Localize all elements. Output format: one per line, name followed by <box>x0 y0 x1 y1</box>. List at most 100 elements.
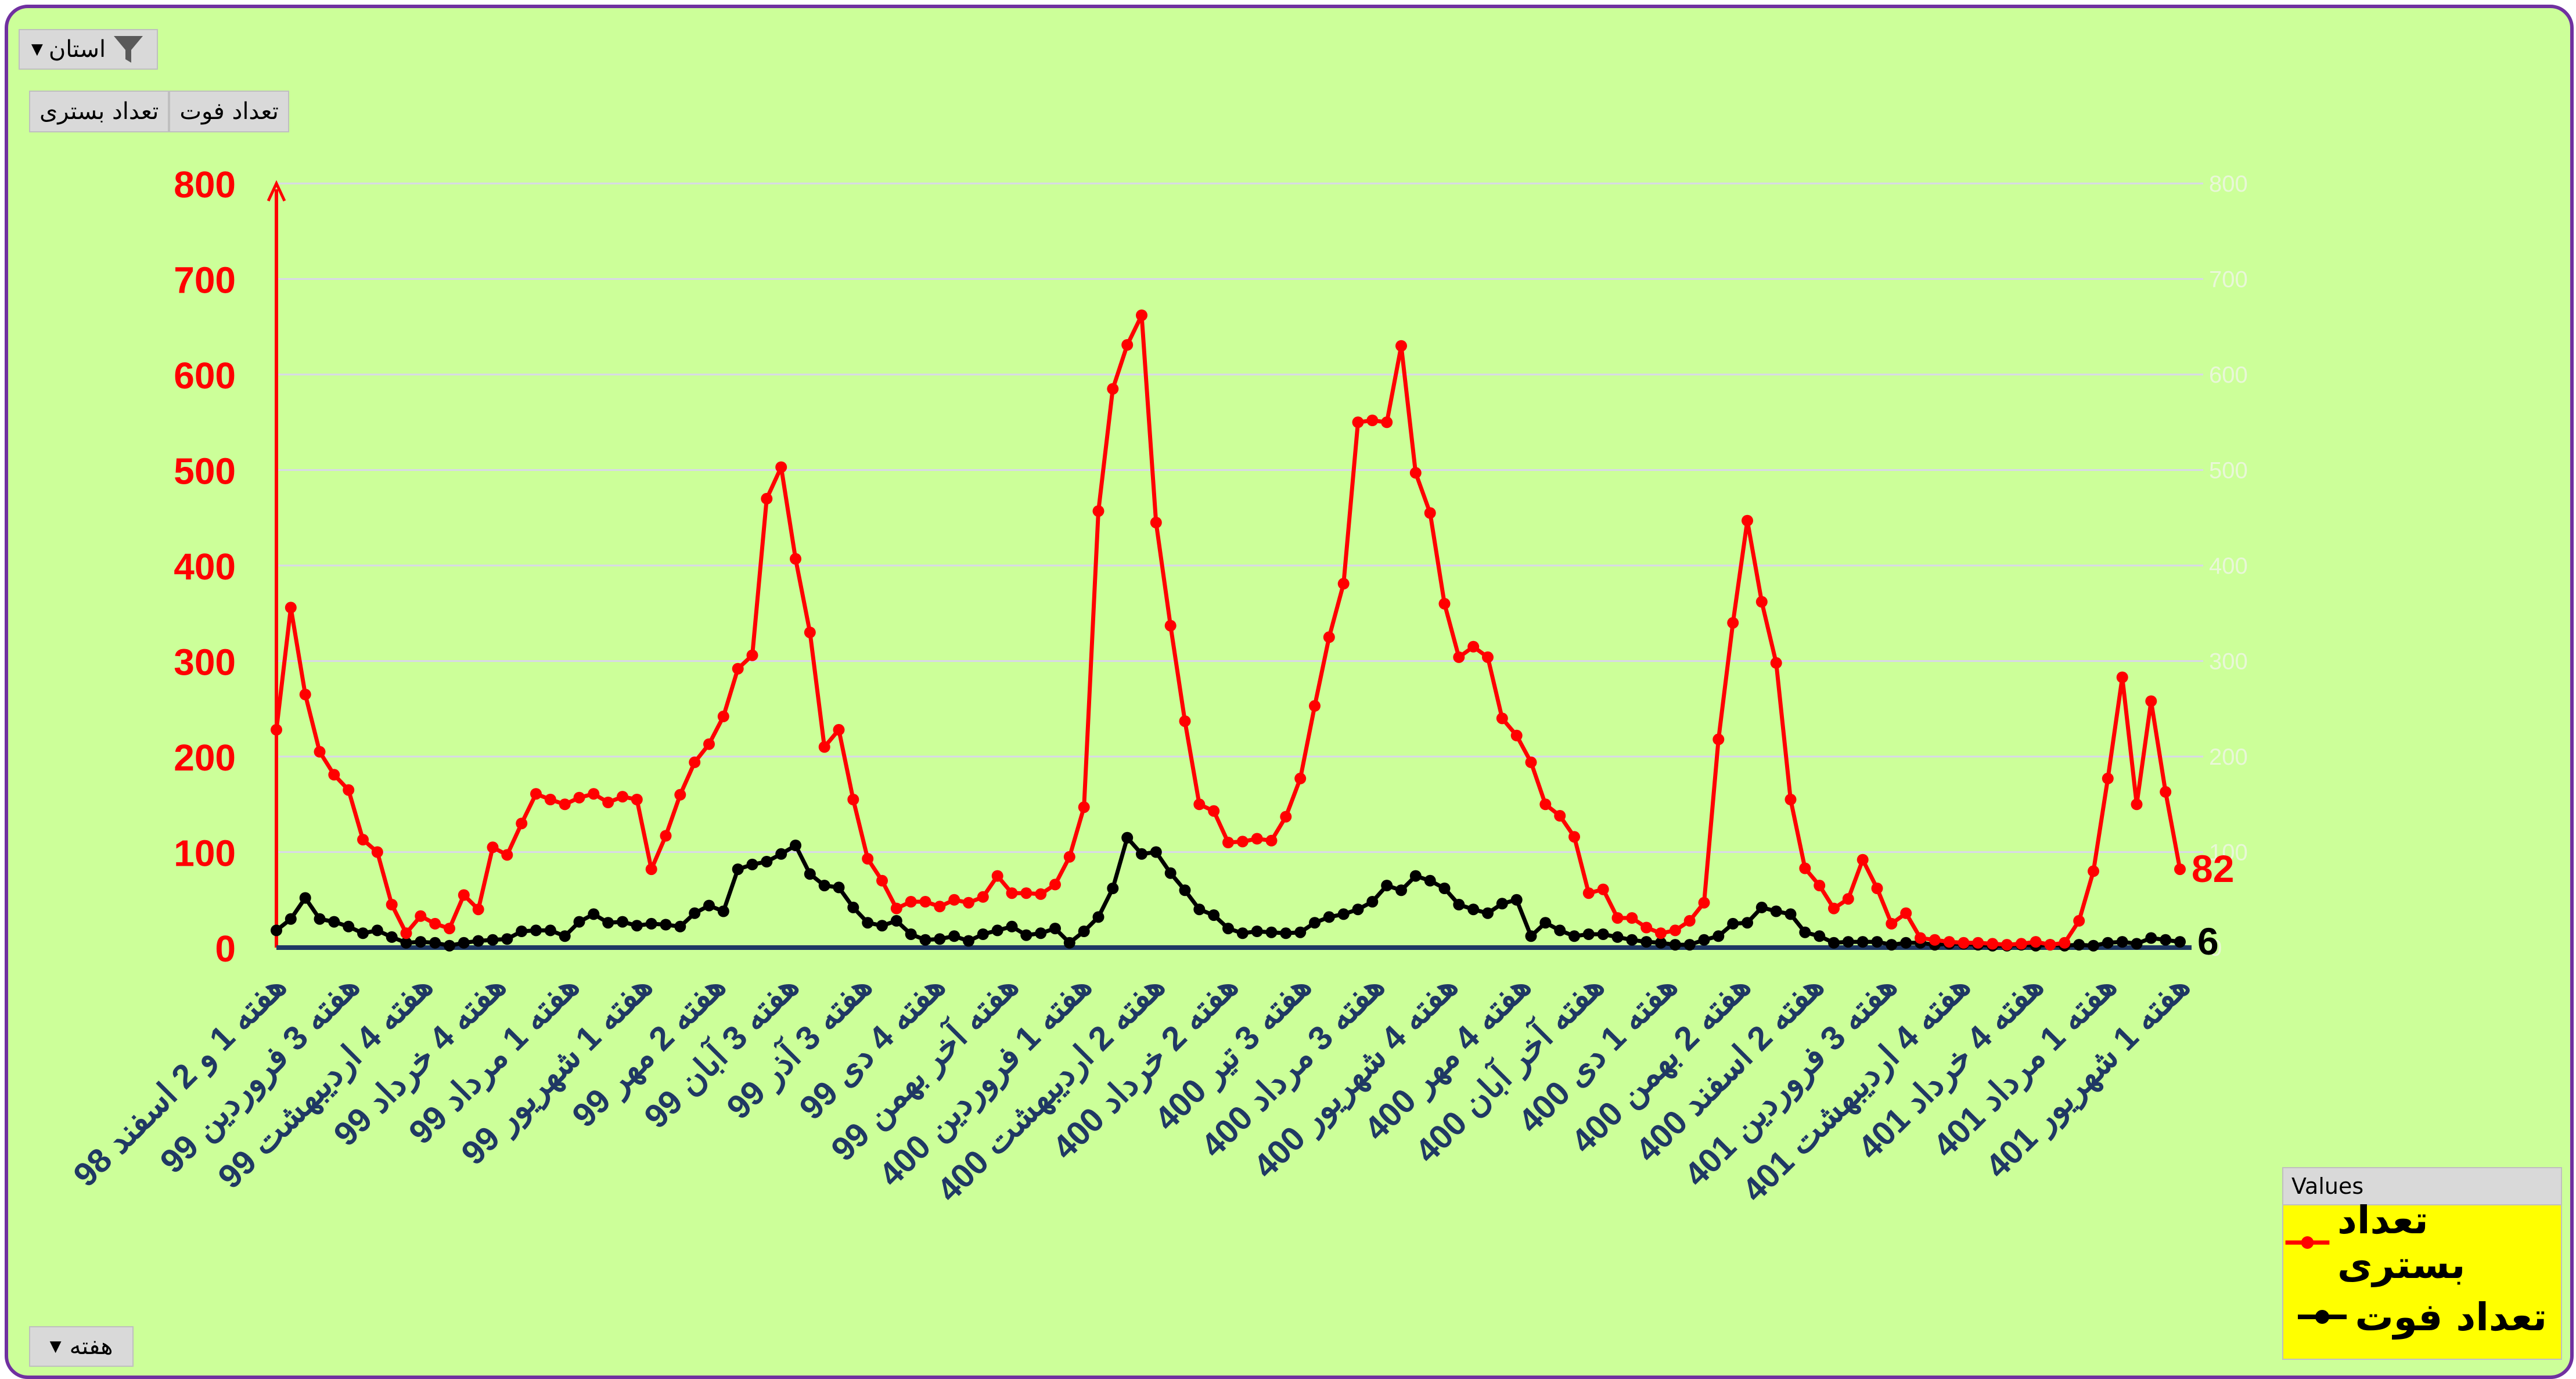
end-labels: 82 6 <box>2192 847 2234 963</box>
data-point <box>1554 810 1566 822</box>
data-point <box>991 870 1003 882</box>
legend-marker-hospitalized <box>2285 1236 2330 1249</box>
data-point <box>444 939 455 952</box>
data-point <box>2131 938 2143 950</box>
data-point <box>1078 801 1090 813</box>
data-point <box>1309 917 1321 929</box>
data-point <box>1366 896 1379 908</box>
data-point <box>1294 926 1307 938</box>
data-point <box>1193 903 1206 916</box>
data-point <box>1755 596 1768 608</box>
data-point <box>1785 794 1797 805</box>
data-point <box>934 933 946 945</box>
data-point <box>1164 867 1177 879</box>
data-point <box>444 923 455 935</box>
data-point <box>1136 848 1147 860</box>
data-point <box>472 903 484 916</box>
data-point <box>645 863 657 876</box>
data-point <box>977 928 989 940</box>
data-point <box>1453 899 1465 910</box>
data-point <box>1727 617 1739 629</box>
secondary-y-tick-label: 600 <box>2209 362 2248 388</box>
data-point <box>905 896 917 908</box>
data-point <box>732 863 744 876</box>
data-point <box>1049 923 1061 935</box>
data-point <box>1510 894 1523 906</box>
data-point <box>1107 383 1119 395</box>
data-point <box>1871 883 1883 894</box>
data-point <box>357 834 369 846</box>
data-point <box>761 492 773 505</box>
field-button-hospitalized[interactable]: تعداد بستری <box>29 91 170 132</box>
data-point <box>271 723 282 736</box>
data-point <box>1251 926 1263 937</box>
data-point <box>1121 339 1134 351</box>
data-point <box>1179 884 1191 896</box>
data-point <box>314 746 326 758</box>
week-axis-button[interactable]: ▼ هفته <box>29 1326 134 1367</box>
data-point <box>1828 902 1840 914</box>
data-point <box>890 902 902 914</box>
data-point <box>833 723 845 736</box>
data-point <box>1669 924 1681 937</box>
data-point <box>1107 883 1119 894</box>
data-point <box>948 894 960 906</box>
data-point <box>400 927 412 939</box>
data-point <box>458 937 470 949</box>
data-point <box>1352 903 1364 916</box>
data-point <box>415 936 427 948</box>
data-point <box>1626 934 1638 946</box>
funnel-icon <box>114 36 143 63</box>
data-point <box>1655 937 1667 949</box>
data-point <box>1496 898 1508 910</box>
data-point <box>746 649 758 661</box>
data-point <box>1236 836 1249 848</box>
data-point <box>1683 939 1696 951</box>
data-point <box>617 791 628 803</box>
data-point <box>1251 833 1263 845</box>
data-point <box>1799 862 1811 874</box>
data-point <box>1150 846 1162 858</box>
data-point <box>328 769 340 781</box>
data-point <box>458 889 470 901</box>
data-point <box>343 784 355 796</box>
data-point <box>1006 920 1018 932</box>
data-point <box>573 916 585 928</box>
province-filter-label: استان <box>48 36 106 63</box>
data-point <box>573 791 585 804</box>
data-point <box>559 930 571 942</box>
y-tick-label: 700 <box>174 260 236 301</box>
gridlines <box>276 182 2203 853</box>
data-point <box>1539 917 1552 929</box>
data-point <box>1915 932 1926 944</box>
data-point <box>689 907 701 919</box>
data-point <box>314 913 326 925</box>
data-point <box>1943 936 1955 948</box>
data-point <box>919 896 931 908</box>
field-button-deaths[interactable]: تعداد فوت <box>169 91 289 132</box>
data-point <box>1828 937 1840 949</box>
data-point <box>1698 934 1710 946</box>
line-chart: 0 100 200 300 400 500 600 700 800 0 100 200 300 400 5… <box>66 164 2248 1211</box>
series-layer <box>271 309 2186 952</box>
data-point <box>1467 640 1480 653</box>
legend-label-deaths: تعداد فوت <box>2355 1294 2547 1340</box>
data-point <box>400 937 412 949</box>
data-point <box>1712 930 1725 942</box>
data-point <box>790 553 801 565</box>
data-point <box>1597 928 1609 940</box>
data-point <box>804 868 816 880</box>
data-point <box>775 848 787 860</box>
data-point <box>472 935 484 947</box>
data-point <box>1755 901 1768 913</box>
data-point <box>602 917 614 929</box>
data-point <box>1236 927 1249 939</box>
province-filter-button[interactable]: ▼ استان <box>19 29 158 70</box>
data-point <box>357 927 369 939</box>
data-point <box>1582 928 1595 940</box>
data-point <box>919 934 931 946</box>
data-point <box>2088 865 2099 877</box>
data-point <box>516 926 528 937</box>
data-point <box>963 896 974 909</box>
